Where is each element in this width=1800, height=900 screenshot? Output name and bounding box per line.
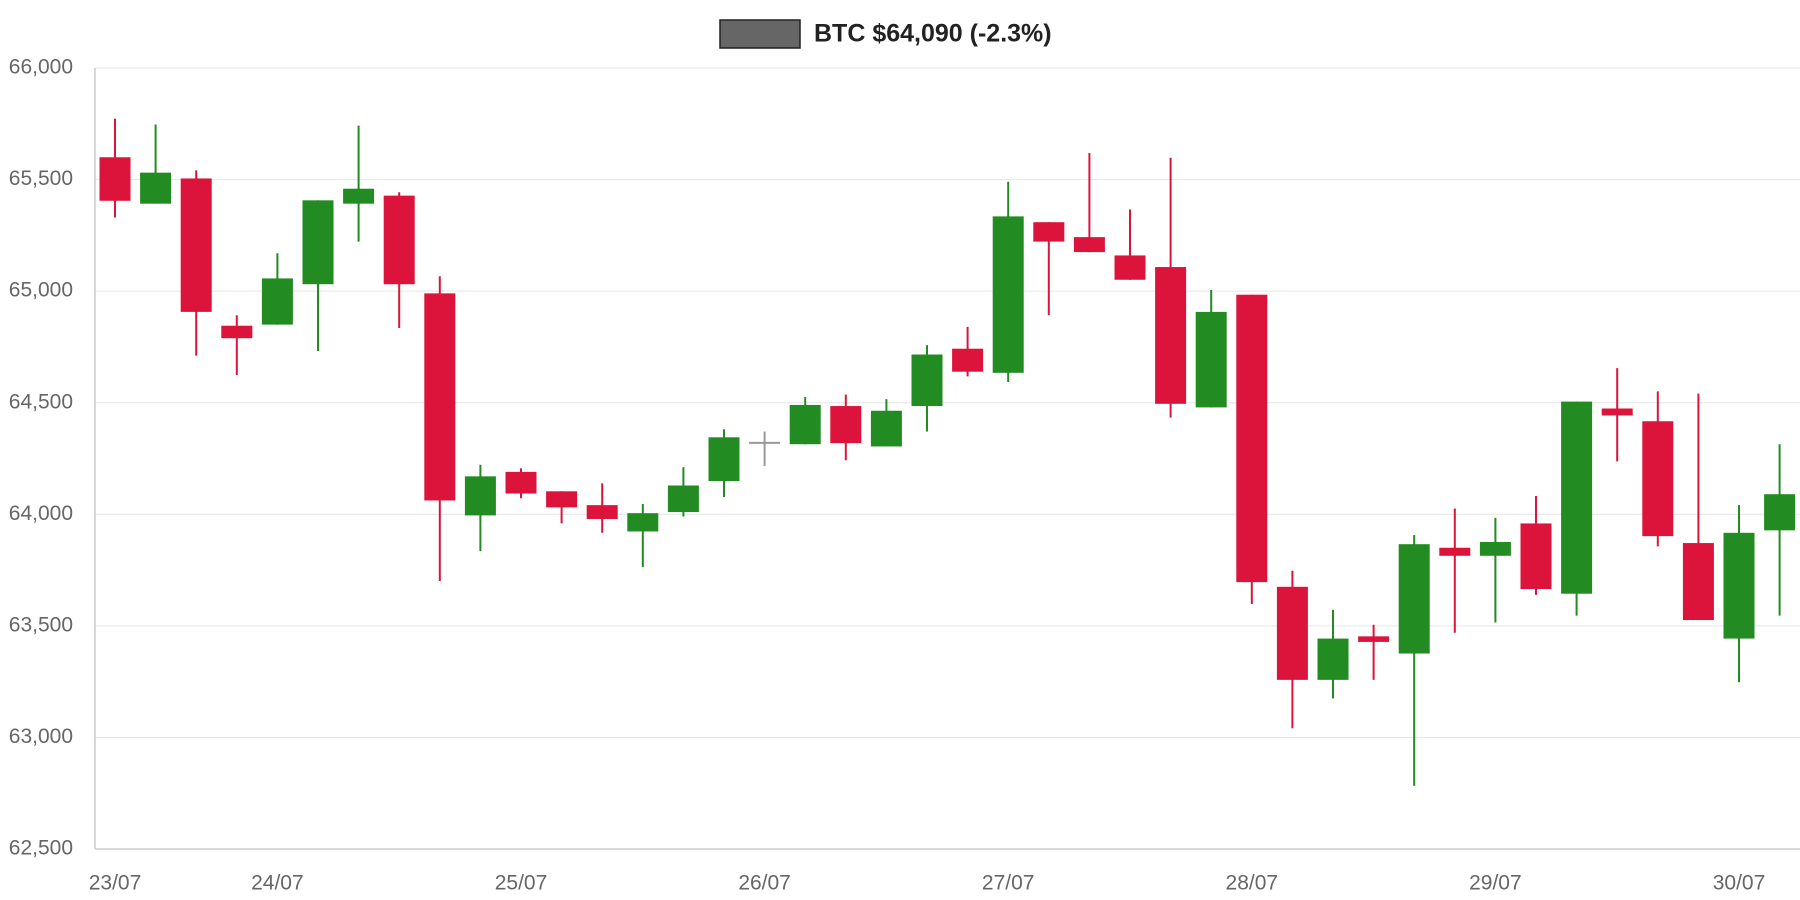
- candle-body: [870, 410, 902, 447]
- candle-body: [1561, 401, 1593, 594]
- y-tick-label: 63,500: [9, 613, 73, 636]
- y-tick-label: 63,000: [9, 725, 73, 748]
- y-tick-label: 65,500: [9, 167, 73, 190]
- candle-body: [546, 491, 578, 508]
- candle-body: [1764, 494, 1796, 531]
- candle-body: [140, 172, 172, 204]
- candle-body: [830, 406, 862, 444]
- candle-body: [1642, 421, 1674, 537]
- x-tick-label: 29/07: [1469, 872, 1522, 895]
- x-tick-label: 23/07: [89, 872, 142, 895]
- candle-body: [221, 325, 253, 339]
- candle-body: [1439, 547, 1471, 556]
- x-tick-label: 27/07: [982, 872, 1035, 895]
- x-tick-label: 30/07: [1713, 872, 1766, 895]
- legend-swatch: [719, 19, 801, 49]
- x-tick-label: 26/07: [738, 872, 791, 895]
- candle-body: [1276, 586, 1308, 680]
- x-tick-label: 25/07: [495, 872, 548, 895]
- candle-body: [708, 437, 740, 482]
- candle-body: [1236, 294, 1268, 583]
- y-tick-label: 66,000: [9, 56, 73, 79]
- candle-body: [1398, 544, 1430, 654]
- x-tick-label: 24/07: [251, 872, 304, 895]
- candle-body: [1520, 523, 1552, 590]
- candle-body: [1479, 541, 1511, 556]
- candle-body: [627, 513, 659, 532]
- candle-body: [1073, 237, 1105, 253]
- candle-body: [505, 471, 537, 494]
- y-tick-label: 64,000: [9, 502, 73, 525]
- candle-body: [1033, 222, 1065, 242]
- candle-body: [667, 485, 699, 513]
- candle-body: [1114, 255, 1146, 280]
- candle-body: [789, 404, 821, 445]
- candle-body: [586, 505, 618, 519]
- candle-body: [343, 188, 375, 204]
- y-tick-label: 64,500: [9, 390, 73, 413]
- candle-body: [261, 278, 293, 325]
- legend-label: BTC $64,090 (-2.3%): [814, 20, 1052, 48]
- candle-body: [383, 195, 415, 285]
- candle-body: [1682, 543, 1714, 621]
- candle-body: [952, 348, 984, 372]
- candle-body: [911, 354, 943, 407]
- candle-body: [1723, 532, 1755, 639]
- y-tick-label: 65,000: [9, 279, 73, 302]
- candle-body: [424, 293, 456, 501]
- candle-body: [302, 200, 334, 285]
- candle-body: [99, 157, 131, 201]
- candle-body: [464, 476, 496, 516]
- y-tick-label: 62,500: [9, 837, 73, 860]
- candle-body: [1195, 311, 1227, 408]
- candle-body: [992, 216, 1024, 373]
- candle-body: [1155, 267, 1187, 404]
- candle-body: [1601, 408, 1633, 416]
- candle-body: [1358, 636, 1390, 642]
- x-tick-label: 28/07: [1226, 872, 1279, 895]
- candle-body: [180, 178, 212, 312]
- candle-body: [1317, 638, 1349, 680]
